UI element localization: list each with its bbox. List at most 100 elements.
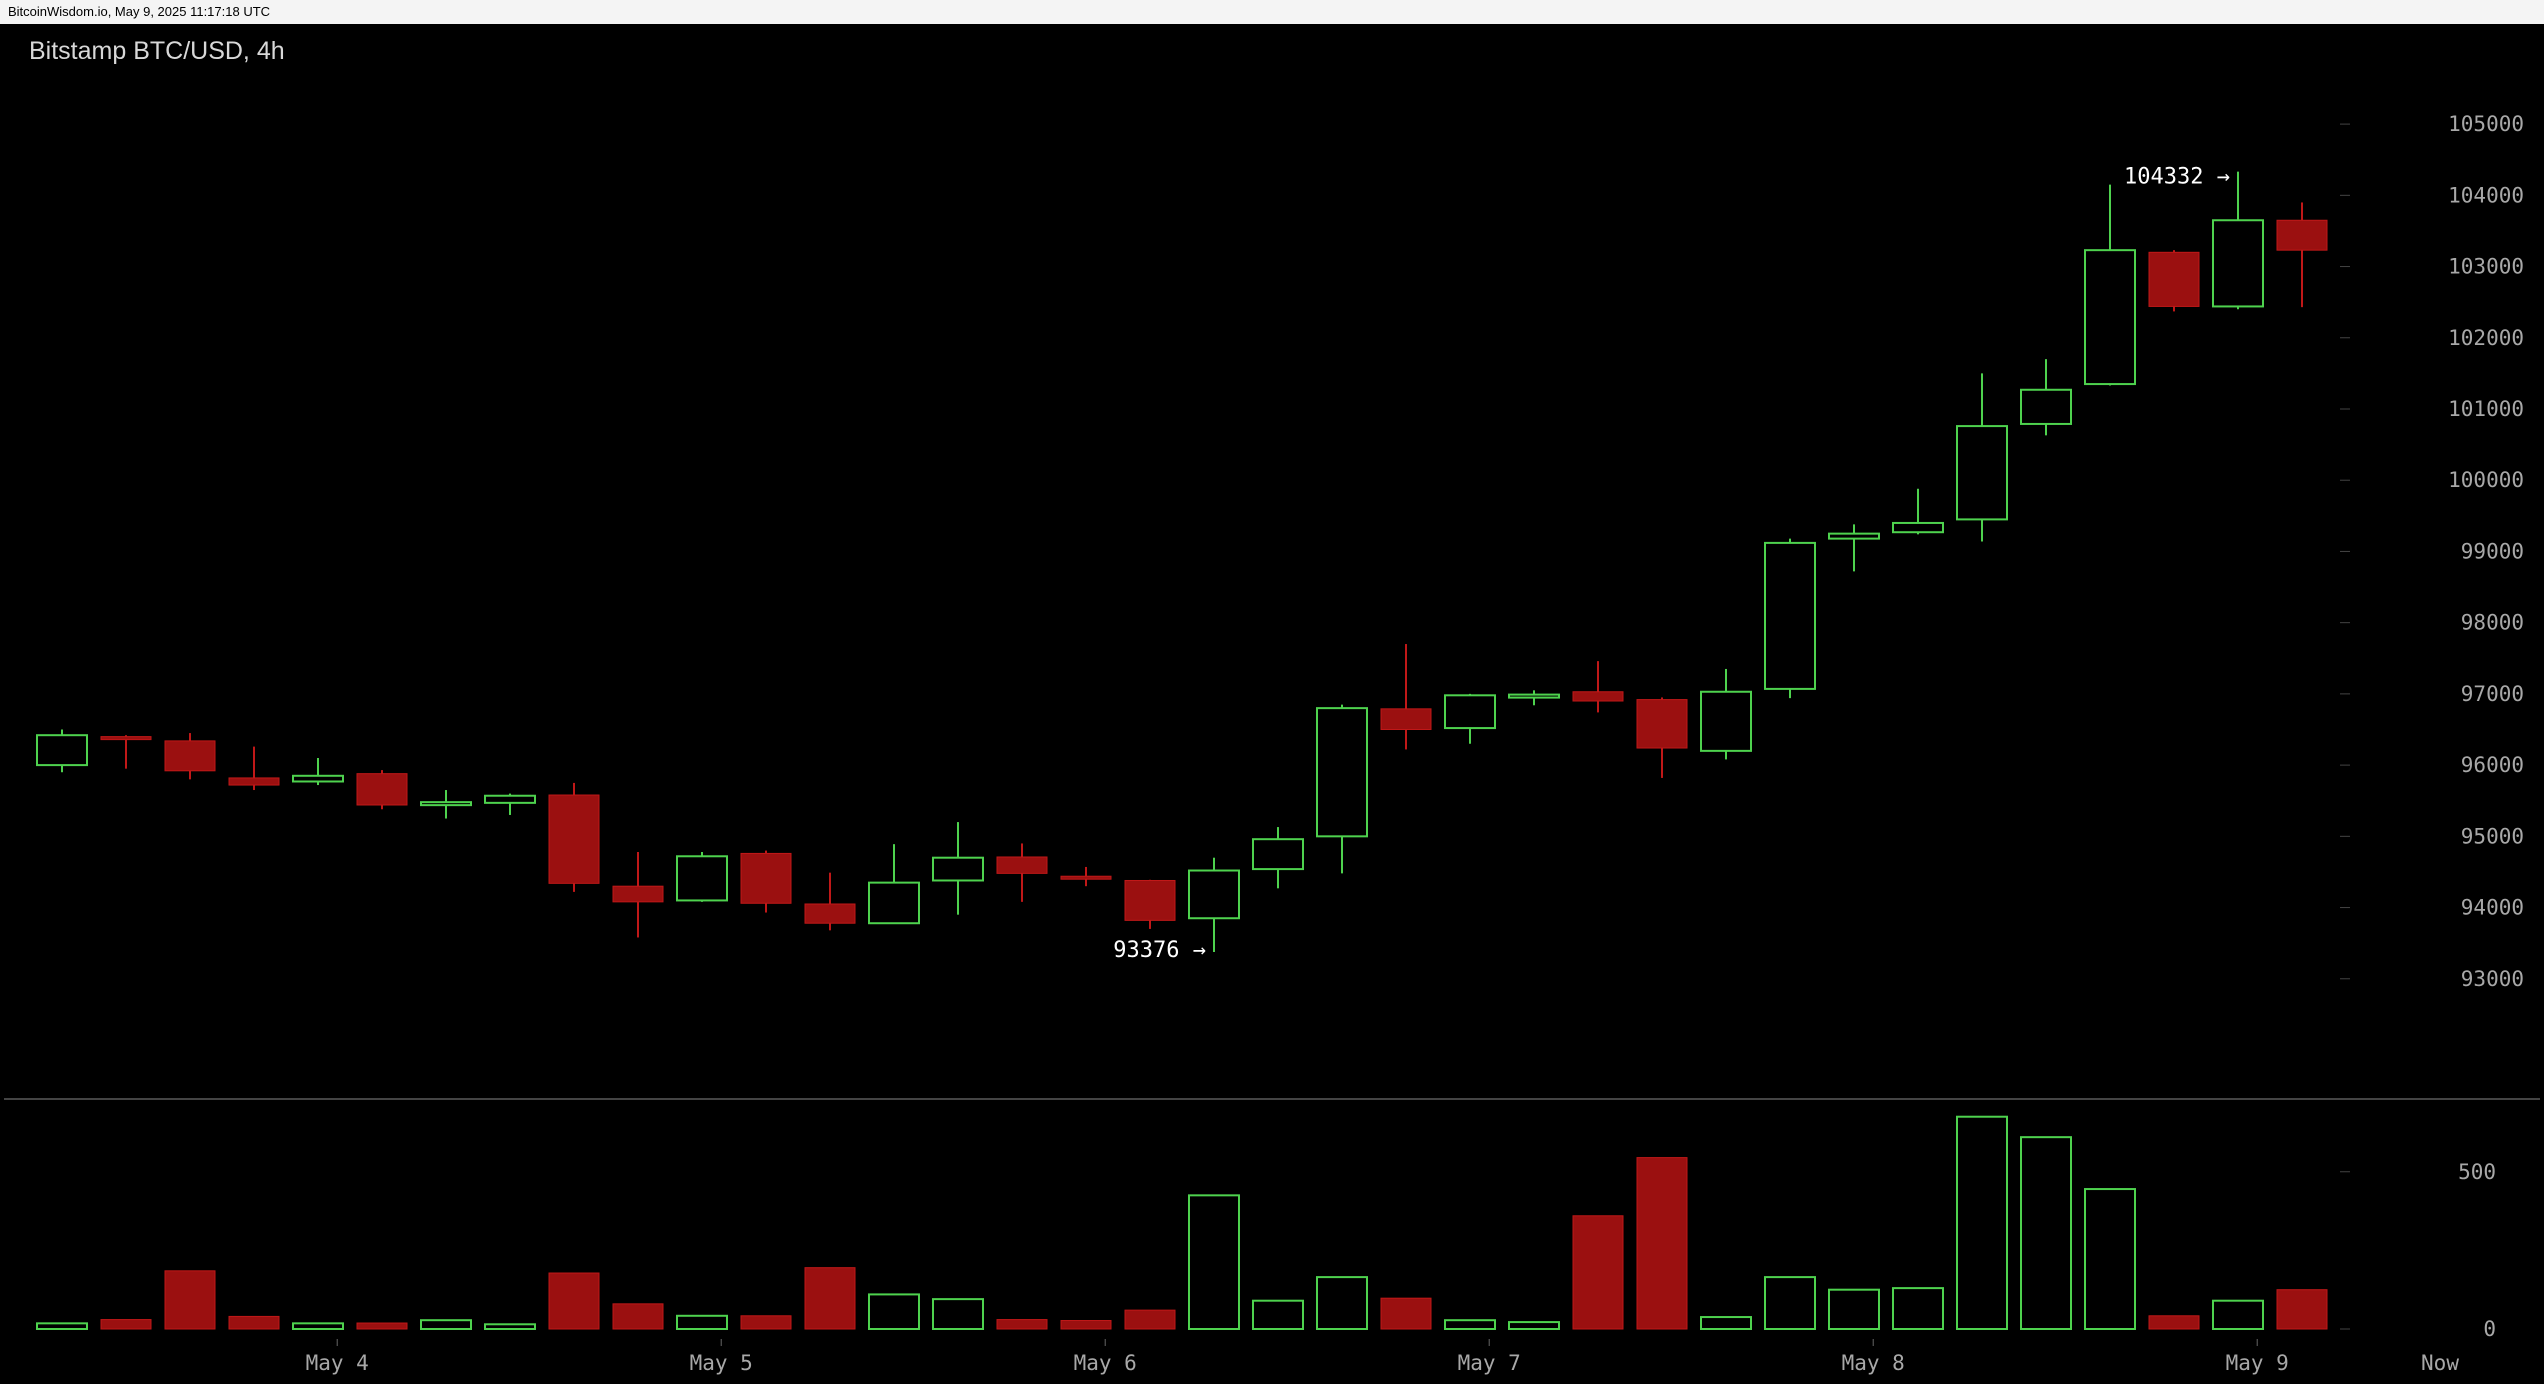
candle-body-up <box>1956 425 2008 521</box>
candle <box>1316 704 1368 874</box>
candle-body-up <box>932 856 984 882</box>
volume-bar-down <box>1572 1215 1624 1330</box>
source-timestamp-text: BitcoinWisdom.io, May 9, 2025 11:17:18 U… <box>8 4 271 19</box>
candle <box>1636 697 1688 778</box>
candle <box>228 746 280 791</box>
volume-bar-down <box>612 1303 664 1330</box>
candle <box>1380 644 1432 750</box>
volume-bar-down <box>1124 1309 1176 1330</box>
volume-bar-down <box>1636 1157 1688 1330</box>
time-tick-label: May 4 <box>306 1351 369 1375</box>
candle-body-down <box>804 903 856 924</box>
volume-bar-up <box>1188 1194 1240 1330</box>
volume-bar-up <box>1764 1276 1816 1330</box>
candle-body-up <box>2084 249 2136 386</box>
volume-bar-up <box>932 1298 984 1330</box>
price-tick-label: 97000 <box>2461 682 2524 706</box>
candle-body-down <box>356 773 408 806</box>
candle <box>292 757 344 786</box>
candle-body-down <box>1636 699 1688 749</box>
volume-tick-label: 500 <box>2458 1160 2496 1184</box>
candle-body-down <box>1380 708 1432 730</box>
candle-body-down <box>164 740 216 772</box>
price-tick-label: 100000 <box>2448 468 2524 492</box>
volume-bar-up <box>1892 1287 1944 1331</box>
candle <box>2084 184 2136 386</box>
volume-bar-up <box>1444 1319 1496 1331</box>
price-tick-label: 95000 <box>2461 824 2524 848</box>
time-tick-label: May 6 <box>1074 1351 1137 1375</box>
candle-body-down <box>228 777 280 786</box>
candle <box>36 729 88 773</box>
volume-tick-label: 0 <box>2483 1317 2496 1341</box>
annotations-layer: 104332 → 93376 → <box>1113 165 2230 963</box>
candle <box>868 844 920 925</box>
candle <box>1188 857 1240 952</box>
volume-bar-up <box>292 1322 344 1330</box>
volume-bar-up <box>1508 1321 1560 1331</box>
candle <box>484 793 536 815</box>
candle-body-up <box>1764 541 1816 690</box>
candle-body-down <box>612 885 664 903</box>
candle-body-down <box>2276 219 2328 251</box>
volume-bar-up <box>1956 1115 2008 1331</box>
candle <box>1252 827 1304 889</box>
volume-bar-up <box>1828 1288 1880 1330</box>
candle-body-down <box>2148 251 2200 307</box>
price-tick-label: 105000 <box>2448 112 2524 136</box>
candle-body-up <box>292 774 344 783</box>
candle <box>1124 879 1176 929</box>
candle-body-up <box>36 734 88 767</box>
candle-body-up <box>2212 219 2264 308</box>
volume-bar-down <box>164 1270 216 1330</box>
candle <box>1764 538 1816 699</box>
candle <box>1828 524 1880 572</box>
candle <box>932 822 984 915</box>
volume-bar-down <box>548 1272 600 1330</box>
volume-bar-up <box>868 1293 920 1330</box>
volume-bar-up <box>1700 1316 1752 1331</box>
volume-bar-down <box>1380 1297 1432 1330</box>
volume-bar-up <box>484 1323 536 1330</box>
candle <box>1956 373 2008 542</box>
candle <box>1060 866 1112 887</box>
candle <box>164 733 216 780</box>
volume-bar-down <box>356 1322 408 1330</box>
price-tick-label: 96000 <box>2461 753 2524 777</box>
candle-body-down <box>1572 691 1624 702</box>
price-tick-label: 99000 <box>2461 539 2524 563</box>
volume-bar-up <box>1252 1299 1304 1331</box>
candle-body-up <box>1828 532 1880 540</box>
chart-title: Bitstamp BTC/USD, 4h <box>29 37 285 65</box>
volume-bar-down <box>100 1319 152 1330</box>
candle <box>996 843 1048 902</box>
candle-body-up <box>676 855 728 902</box>
candle <box>2212 171 2264 310</box>
candle-body-up <box>420 801 472 807</box>
time-axis: May 4 May 5 May 6 May 7 May 8 May 9 Now <box>306 1339 2459 1375</box>
candle-body-down <box>1060 875 1112 880</box>
low-price-annotation: 93376 → <box>1113 938 1206 963</box>
volume-bar-down <box>740 1315 792 1330</box>
volume-bar-down <box>1060 1320 1112 1330</box>
candle <box>740 850 792 913</box>
candle-body-down <box>1124 879 1176 921</box>
candle <box>2148 250 2200 312</box>
time-tick-label: May 7 <box>1458 1351 1521 1375</box>
candle-body-up <box>1700 690 1752 752</box>
volume-bar-up <box>676 1314 728 1330</box>
candle <box>1508 690 1560 706</box>
price-tick-label: 103000 <box>2448 255 2524 279</box>
candle <box>2020 359 2072 436</box>
candle-body-up <box>1252 838 1304 871</box>
price-tick-label: 104000 <box>2448 183 2524 207</box>
volume-bars-layer <box>36 1115 2328 1331</box>
candle-body-down <box>100 736 152 741</box>
time-now-label: Now <box>2421 1351 2459 1375</box>
volume-bar-down <box>228 1315 280 1330</box>
price-tick-label: 93000 <box>2461 967 2524 991</box>
price-tick-label: 94000 <box>2461 896 2524 920</box>
candle-body-up <box>484 794 536 804</box>
candle-body-up <box>1316 707 1368 838</box>
